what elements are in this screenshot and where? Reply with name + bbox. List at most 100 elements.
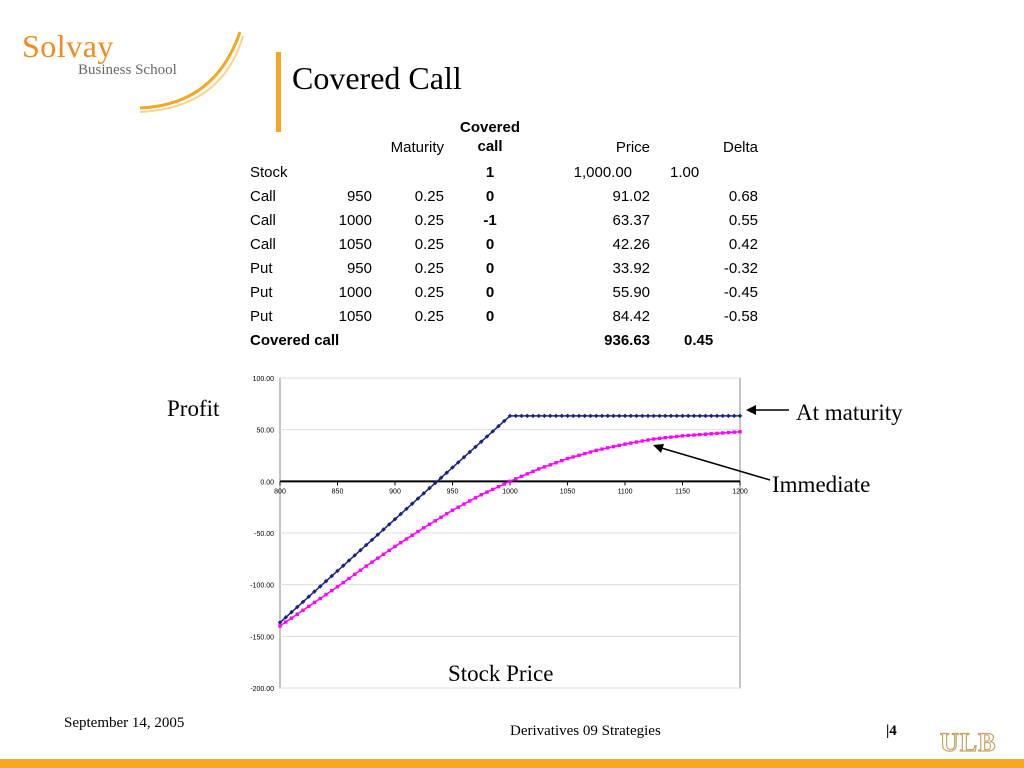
footer-date: September 14, 2005 <box>64 715 185 731</box>
data-point <box>508 479 512 484</box>
table-header: Maturity <box>390 139 444 156</box>
data-point <box>358 547 363 553</box>
data-point <box>301 608 305 612</box>
data-point <box>686 433 690 438</box>
x-axis-label: Stock Price <box>448 661 553 686</box>
data-point <box>560 458 564 463</box>
table-cell: 0 <box>485 259 495 277</box>
table-cell: 1,000.00 <box>573 163 633 181</box>
data-point <box>662 413 668 419</box>
x-tick-label: 1000 <box>502 488 518 495</box>
table-cell: Covered call <box>250 331 340 349</box>
logo-name: Solvay <box>22 28 114 64</box>
data-point <box>323 578 329 584</box>
data-point <box>530 413 536 419</box>
data-point <box>369 537 375 543</box>
y-tick-labels: 100.00 50.00 0.00 -50.00 -100.00 -150.00 -200.… <box>250 376 274 693</box>
table-cell: 1000 <box>338 211 372 229</box>
data-point <box>284 620 288 624</box>
data-point <box>427 485 432 491</box>
data-point <box>714 413 720 419</box>
data-point <box>444 470 450 475</box>
table-total-row: Covered call 936.63 0.45 <box>244 328 758 352</box>
data-point <box>513 413 519 419</box>
data-point <box>709 432 713 436</box>
data-point <box>531 469 535 474</box>
table-row: Put 950 0.25 0 33.92 -0.32 <box>244 256 758 280</box>
data-point <box>606 446 610 450</box>
table-cell: 0 <box>485 307 495 325</box>
x-tick-label: 900 <box>389 488 401 495</box>
data-point <box>611 444 616 449</box>
table-cell: 1.00 <box>670 163 700 181</box>
data-point <box>375 532 381 537</box>
data-point <box>335 568 340 574</box>
data-point <box>524 413 530 419</box>
data-point <box>514 477 518 481</box>
data-point <box>542 465 547 469</box>
data-point <box>312 589 317 594</box>
data-point <box>663 436 667 440</box>
data-point <box>404 537 409 541</box>
data-point <box>376 556 380 560</box>
data-point <box>680 413 685 419</box>
data-point <box>422 526 426 530</box>
table-cell: 1050 <box>338 235 372 253</box>
data-point <box>312 600 317 605</box>
footer-title: Derivatives 09 Strategies <box>510 723 661 739</box>
table-row: Call 1000 0.25 -1 63.37 0.55 <box>244 208 758 232</box>
table-cell: -0.58 <box>723 307 759 325</box>
data-point <box>657 413 662 419</box>
data-point <box>306 594 312 599</box>
data-point <box>439 515 443 519</box>
data-point <box>415 496 421 501</box>
data-point <box>542 413 547 419</box>
table-cell: 84.42 <box>612 307 651 325</box>
arrow-immediate <box>657 446 771 481</box>
data-point <box>600 447 604 451</box>
y-tick-label: -150.00 <box>250 634 274 641</box>
table-cell: Call <box>250 235 276 253</box>
data-point <box>340 563 346 568</box>
table-cell: 0.25 <box>414 307 444 325</box>
data-point <box>461 454 467 460</box>
data-point <box>651 413 657 419</box>
data-point <box>571 455 575 459</box>
data-point <box>685 413 691 419</box>
data-point <box>559 413 565 419</box>
x-tick-label: 1200 <box>732 488 748 495</box>
data-point <box>358 568 363 572</box>
table-row: Put 1050 0.25 0 84.42 -0.58 <box>244 304 758 328</box>
data-point <box>565 413 570 419</box>
data-point <box>450 508 455 512</box>
table-cell: 950 <box>346 259 372 277</box>
data-point <box>295 612 299 616</box>
table-cell: 936.63 <box>604 331 651 349</box>
data-point <box>726 413 731 419</box>
data-point <box>496 423 501 429</box>
table-cell: Call <box>250 211 276 229</box>
data-point <box>680 434 685 438</box>
table-row: Call 950 0.25 0 91.02 0.68 <box>244 184 758 208</box>
data-point <box>669 435 673 439</box>
data-point <box>409 501 415 506</box>
data-point <box>605 413 611 419</box>
table-cell: 0 <box>485 187 495 205</box>
data-point <box>473 444 478 450</box>
table-cell: 0.25 <box>414 259 444 277</box>
data-point <box>416 529 420 534</box>
data-point <box>479 493 483 497</box>
table-cell: Call <box>250 187 276 205</box>
data-point <box>353 572 357 577</box>
data-point <box>433 519 437 523</box>
table-header: Covered call <box>460 119 521 155</box>
data-point <box>588 450 593 454</box>
annotation-at-maturity: At maturity <box>796 400 903 425</box>
data-point <box>467 449 473 455</box>
table-cell: -0.32 <box>723 259 759 277</box>
data-point <box>623 442 627 446</box>
data-point <box>289 616 294 620</box>
table-cell: -1 <box>483 211 497 229</box>
data-point <box>611 413 616 419</box>
